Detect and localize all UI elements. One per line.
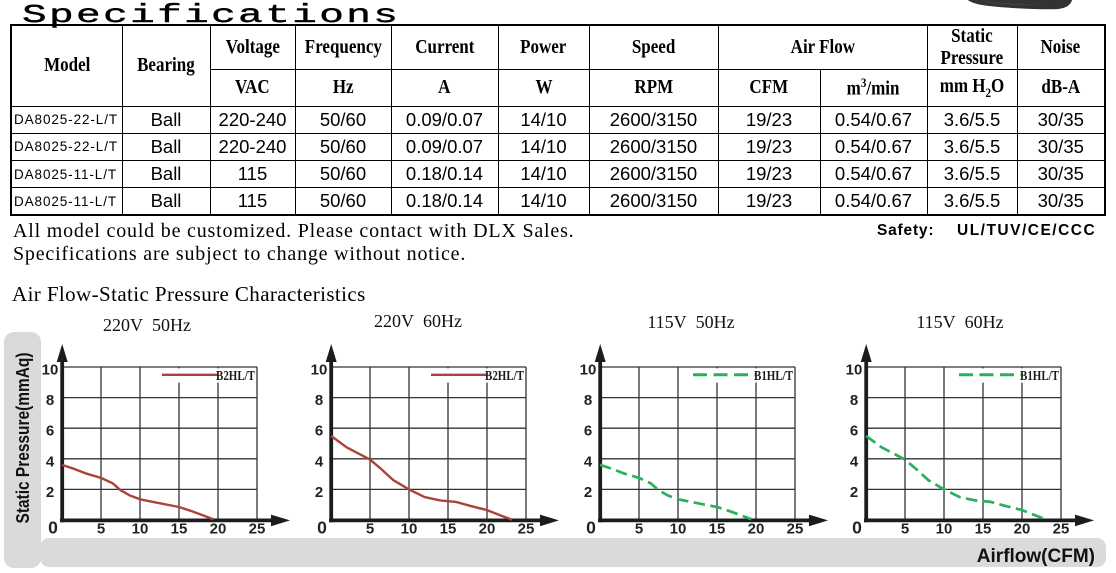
svg-text:4: 4 — [315, 453, 324, 470]
svg-text:10: 10 — [670, 521, 687, 538]
svg-text:0: 0 — [852, 518, 862, 538]
svg-text:6: 6 — [46, 423, 54, 440]
svg-text:20: 20 — [210, 521, 227, 538]
svg-text:115V 50Hz: 115V 50Hz — [647, 312, 734, 332]
svg-text:2: 2 — [46, 484, 54, 501]
svg-text:20: 20 — [479, 521, 496, 538]
svg-text:15: 15 — [709, 521, 726, 538]
svg-text:15: 15 — [171, 521, 188, 538]
svg-text:220V 50Hz: 220V 50Hz — [103, 315, 191, 335]
svg-text:8: 8 — [584, 392, 592, 409]
svg-text:5: 5 — [635, 521, 643, 538]
svg-text:4: 4 — [850, 453, 859, 470]
svg-text:20: 20 — [748, 521, 765, 538]
svg-text:8: 8 — [850, 392, 858, 409]
svg-text:25: 25 — [249, 521, 266, 538]
svg-text:5: 5 — [901, 521, 909, 538]
svg-text:10: 10 — [580, 362, 597, 379]
svg-text:2: 2 — [850, 484, 858, 501]
svg-text:8: 8 — [315, 392, 323, 409]
svg-text:20: 20 — [1014, 521, 1031, 538]
svg-text:25: 25 — [518, 521, 535, 538]
svg-text:10: 10 — [936, 521, 953, 538]
svg-text:2: 2 — [584, 484, 592, 501]
svg-text:25: 25 — [1053, 521, 1070, 538]
svg-text:8: 8 — [46, 392, 54, 409]
svg-text:6: 6 — [584, 423, 592, 440]
svg-text:10: 10 — [401, 521, 418, 538]
svg-text:5: 5 — [366, 521, 374, 538]
svg-text:6: 6 — [850, 423, 858, 440]
svg-text:Airflow(CFM): Airflow(CFM) — [977, 546, 1095, 567]
svg-text:0: 0 — [48, 518, 58, 538]
svg-text:0: 0 — [317, 518, 327, 538]
svg-text:10: 10 — [42, 362, 59, 379]
svg-text:6: 6 — [315, 423, 323, 440]
svg-text:10: 10 — [846, 362, 863, 379]
svg-text:4: 4 — [584, 453, 593, 470]
svg-text:15: 15 — [440, 521, 457, 538]
svg-text:10: 10 — [311, 362, 328, 379]
svg-text:2: 2 — [315, 484, 323, 501]
svg-text:5: 5 — [97, 521, 105, 538]
svg-text:0: 0 — [586, 518, 596, 538]
svg-text:Static Pressure(mmAq): Static Pressure(mmAq) — [12, 353, 33, 524]
svg-text:220V 60Hz: 220V 60Hz — [374, 311, 462, 331]
svg-text:B1HL/T: B1HL/T — [1020, 368, 1059, 383]
svg-text:25: 25 — [787, 521, 804, 538]
svg-text:B2HL/T: B2HL/T — [485, 368, 524, 383]
svg-text:B2HL/T: B2HL/T — [216, 368, 255, 383]
svg-text:B1HL/T: B1HL/T — [754, 368, 793, 383]
svg-text:10: 10 — [132, 521, 149, 538]
svg-text:115V 60Hz: 115V 60Hz — [916, 312, 1003, 332]
svg-text:4: 4 — [46, 453, 55, 470]
svg-text:15: 15 — [975, 521, 992, 538]
